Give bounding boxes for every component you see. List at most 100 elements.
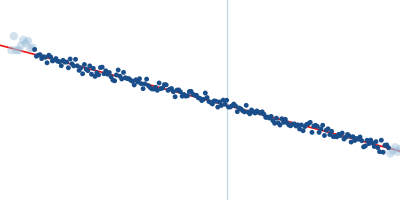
Point <box>53 57 59 60</box>
Point <box>213 100 219 103</box>
Point <box>76 69 82 72</box>
Point <box>230 102 237 106</box>
Point <box>368 138 374 142</box>
Point <box>214 105 221 109</box>
Point <box>179 95 185 98</box>
Point <box>376 150 383 153</box>
Point <box>312 124 319 127</box>
Point <box>394 150 400 153</box>
Point <box>280 121 287 124</box>
Point <box>51 58 57 62</box>
Point <box>318 127 324 131</box>
Point <box>236 106 242 110</box>
Point <box>90 67 96 70</box>
Point <box>259 110 266 113</box>
Point <box>174 89 180 92</box>
Point <box>112 79 118 82</box>
Point <box>300 129 306 132</box>
Point <box>337 134 344 137</box>
Point <box>224 99 230 102</box>
Point <box>238 107 244 111</box>
Point <box>18 44 24 47</box>
Point <box>352 139 358 142</box>
Point <box>186 90 192 93</box>
Point <box>220 99 226 102</box>
Point <box>225 105 232 109</box>
Point <box>304 123 310 126</box>
Point <box>323 129 330 132</box>
Point <box>97 66 104 69</box>
Point <box>46 54 52 57</box>
Point <box>341 137 347 141</box>
Point <box>96 73 102 76</box>
Point <box>380 151 386 154</box>
Point <box>37 53 43 56</box>
Point <box>163 83 169 86</box>
Point <box>56 60 63 63</box>
Point <box>131 83 137 87</box>
Point <box>27 47 34 50</box>
Point <box>369 141 376 145</box>
Point <box>20 38 26 41</box>
Point <box>40 55 47 58</box>
Point <box>102 69 109 72</box>
Point <box>115 68 121 72</box>
Point <box>81 63 88 66</box>
Point <box>161 83 168 86</box>
Point <box>86 64 93 67</box>
Point <box>397 147 400 151</box>
Point <box>58 64 64 67</box>
Point <box>72 58 79 61</box>
Point <box>229 104 235 107</box>
Point <box>332 135 338 138</box>
Point <box>289 123 296 126</box>
Point <box>216 100 223 104</box>
Point <box>320 124 326 127</box>
Point <box>117 75 123 78</box>
Point <box>8 49 15 52</box>
Point <box>350 135 356 138</box>
Point <box>192 94 198 97</box>
Point <box>113 73 120 77</box>
Point <box>382 144 388 147</box>
Point <box>246 112 253 115</box>
Point <box>65 66 72 69</box>
Point <box>342 136 349 139</box>
Point <box>92 75 98 78</box>
Point <box>69 62 75 65</box>
Point <box>339 131 346 135</box>
Point <box>248 108 255 112</box>
Point <box>314 125 320 128</box>
Point <box>198 99 205 102</box>
Point <box>156 81 162 85</box>
Point <box>49 59 56 63</box>
Point <box>371 145 378 148</box>
Point <box>124 77 130 80</box>
Point <box>353 137 360 140</box>
Point <box>206 100 212 103</box>
Point <box>272 122 278 125</box>
Point <box>160 86 166 90</box>
Point <box>364 139 370 142</box>
Point <box>85 69 91 72</box>
Point <box>257 112 264 115</box>
Point <box>181 93 187 96</box>
Point <box>385 146 392 149</box>
Point <box>218 104 224 107</box>
Point <box>15 49 22 52</box>
Point <box>128 79 134 82</box>
Point <box>346 134 352 138</box>
Point <box>33 55 40 58</box>
Point <box>321 134 328 137</box>
Point <box>241 110 248 113</box>
Point <box>35 54 41 57</box>
Point <box>101 72 107 75</box>
Point <box>302 125 308 128</box>
Point <box>374 146 381 149</box>
Point <box>30 46 36 49</box>
Point <box>250 110 256 114</box>
Point <box>126 77 132 80</box>
Point <box>330 135 336 138</box>
Point <box>305 122 312 125</box>
Point <box>348 140 354 144</box>
